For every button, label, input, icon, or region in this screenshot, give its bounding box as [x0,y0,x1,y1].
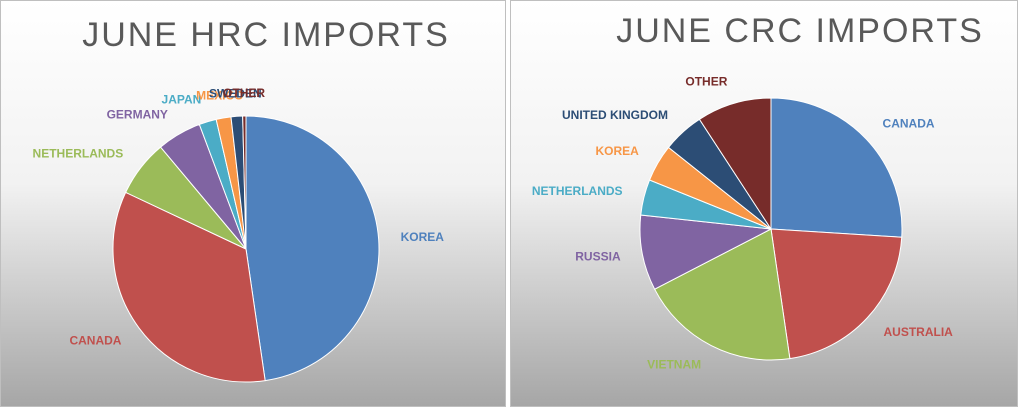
slice-label: JAPAN [162,93,202,107]
pie-slice [639,214,773,290]
pie-slice [242,115,247,250]
slice-label: RUSSIA [575,249,621,263]
slice-label: CANADA [883,116,935,130]
slice-label: AUSTRALIA [884,325,954,339]
slice-label: UNITED KINGDOM [562,108,668,122]
pie-slice [770,97,903,238]
pie-slice [770,228,903,360]
slice-label: OTHER [685,75,727,89]
chart-title: JUNE CRC IMPORTS [616,12,984,50]
slice-label: NETHERLANDS [532,184,623,198]
slice-label: CANADA [69,333,121,347]
slice-label: MEXICO [196,88,243,102]
slice-label: SWEDEN [209,87,262,101]
slice-label: KOREA [401,230,445,244]
pie-slice [698,97,772,231]
slice-label: OTHER [223,86,265,100]
slice-label: GERMANY [107,107,168,121]
pie-slice [245,115,380,382]
slice-label: KOREA [595,144,639,158]
pie-slice [653,228,791,361]
slice-label: NETHERLANDS [33,147,124,161]
chart-title: JUNE HRC IMPORTS [82,16,450,54]
slice-label: VIETNAM [647,357,701,371]
pie-slice [112,191,266,383]
